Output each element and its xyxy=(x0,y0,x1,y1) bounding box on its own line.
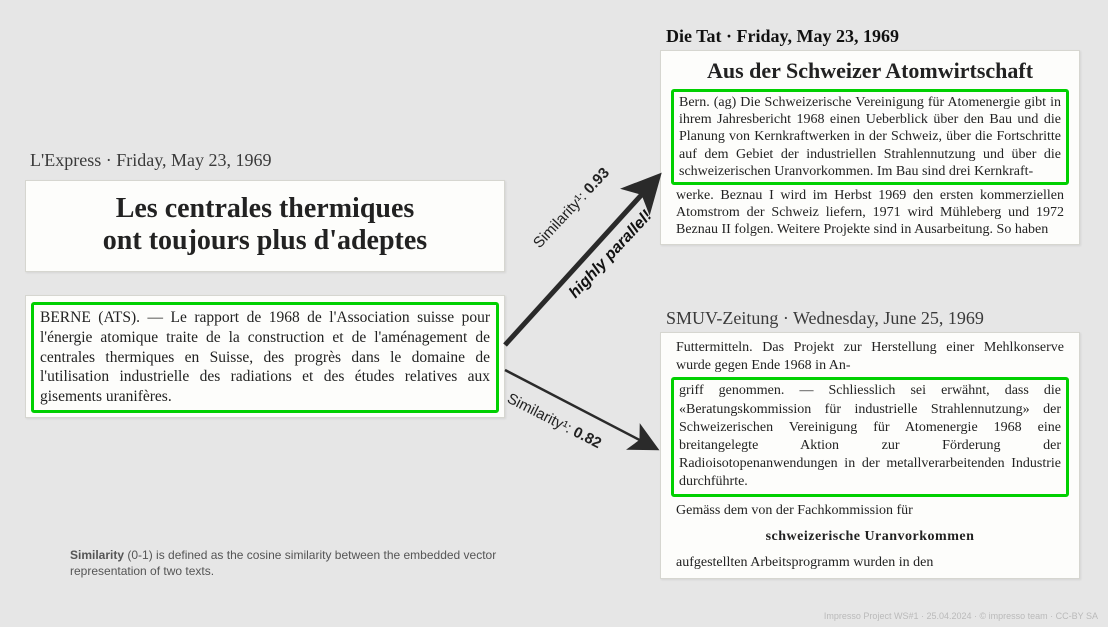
sim2-text: Similarity¹: 0.82 xyxy=(504,390,604,452)
source-body-highlight: BERNE (ATS). — Le rapport de 1968 de l'A… xyxy=(31,302,499,413)
source-clipping: Les centrales thermiques ont toujours pl… xyxy=(25,180,505,272)
highly-parallel-tag: highly parallel! xyxy=(566,207,656,302)
footnote-rest: (0-1) is defined as the cosine similarit… xyxy=(70,548,496,578)
target2-body-post1: Gemäss dem von der Fachkommission für xyxy=(671,498,1069,522)
target1-headline: Aus der Schweizer Atomwirtschaft xyxy=(671,55,1069,89)
headline-line1: Les centrales thermiques xyxy=(116,193,415,224)
target2-body-pre: Futtermitteln. Das Projekt zur Herstellu… xyxy=(671,339,1069,376)
target2-body-post2: aufgestellten Arbeitsprogramm wurden in … xyxy=(671,552,1069,574)
target2-label: SMUV-Zeitung · Wednesday, June 25, 1969 xyxy=(666,308,984,329)
source-headline: Les centrales thermiques ont toujours pl… xyxy=(36,187,494,267)
target1-body-post: werke. Beznau I wird im Herbst 1969 den … xyxy=(671,187,1069,240)
target1-clipping: Aus der Schweizer Atomwirtschaft Bern. (… xyxy=(660,50,1080,245)
source-label-left: L'Express · Friday, May 23, 1969 xyxy=(30,150,272,171)
similarity-label-2: Similarity¹: 0.82 xyxy=(504,390,604,452)
target1-body-highlight: Bern. (ag) Die Schweizerische Vereinigun… xyxy=(671,89,1069,184)
target2-body-center: schweizerische Uranvorkommen xyxy=(671,522,1069,552)
footer-credits: Impresso Project WS#1 · 25.04.2024 · © i… xyxy=(824,611,1098,621)
footnote-bold: Similarity xyxy=(70,548,124,562)
target2-body-highlight: griff genommen. — Schliesslich sei erwäh… xyxy=(671,377,1069,496)
target2-clipping: Futtermitteln. Das Projekt zur Herstellu… xyxy=(660,332,1080,579)
similarity-footnote: Similarity (0-1) is defined as the cosin… xyxy=(70,548,530,579)
source-body-clip: BERNE (ATS). — Le rapport de 1968 de l'A… xyxy=(25,295,505,418)
diagram-stage: { "colors": { "page_bg": "#e6e6e6", "cli… xyxy=(0,0,1108,627)
similarity-label-1: Similarity¹: 0.93 xyxy=(530,164,613,251)
sim1-text: Similarity¹: 0.93 xyxy=(530,164,613,251)
headline-line2: ont toujours plus d'adeptes xyxy=(103,225,427,256)
target1-label: Die Tat · Friday, May 23, 1969 xyxy=(666,26,899,47)
